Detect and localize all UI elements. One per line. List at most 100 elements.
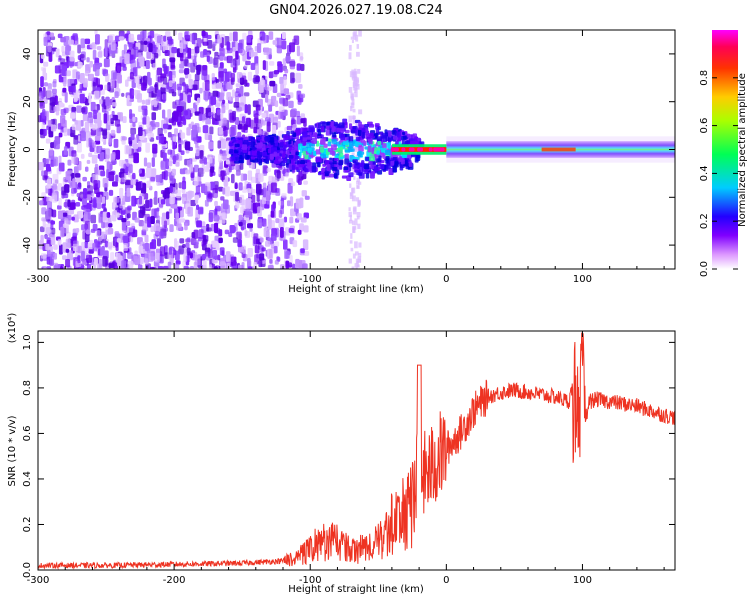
heatmap-noise-cell xyxy=(43,61,49,67)
heatmap-noise-cell xyxy=(243,92,250,97)
heatmap-noise-cell xyxy=(211,72,215,81)
heatmap-noise-cell xyxy=(241,262,245,269)
heatmap-noise-cell xyxy=(212,90,219,97)
heatmap-noise-cell xyxy=(118,171,125,178)
heatmap-noise-cell xyxy=(350,96,354,100)
heatmap-signal-cell xyxy=(257,152,263,157)
heatmap-noise-cell xyxy=(146,167,153,179)
heatmap-noise-cell xyxy=(85,166,89,172)
heatmap-signal-cell xyxy=(264,136,271,141)
heatmap-noise-cell xyxy=(182,243,186,249)
heatmap-noise-cell xyxy=(40,253,47,259)
heatmap-noise-cell xyxy=(208,157,213,164)
heatmap-noise-cell xyxy=(127,95,131,101)
heatmap-noise-cell xyxy=(67,250,73,261)
heatmap-noise-cell xyxy=(55,104,60,116)
heatmap-noise-cell xyxy=(230,256,237,266)
heatmap-noise-cell xyxy=(94,163,99,175)
heatmap-signal-cell xyxy=(387,137,392,143)
heatmap-noise-cell xyxy=(102,69,109,77)
heatmap-noise-cell xyxy=(221,266,225,269)
heatmap-noise-cell xyxy=(157,266,164,269)
heatmap-noise-cell xyxy=(354,91,358,98)
heatmap-noise-cell xyxy=(214,200,218,207)
heatmap-signal-cell xyxy=(273,160,280,165)
heatmap-noise-cell xyxy=(183,265,189,269)
heatmap-noise-cell xyxy=(214,184,218,194)
heatmap-noise-cell xyxy=(111,211,117,222)
heatmap-noise-cell xyxy=(355,34,359,42)
heatmap-signal-cell xyxy=(348,172,354,178)
heatmap-noise-cell xyxy=(235,191,239,202)
heatmap-signal-cell xyxy=(344,129,350,134)
heatmap-noise-cell xyxy=(76,71,80,80)
heatmap-noise-cell xyxy=(123,235,129,244)
heatmap-signal-cell xyxy=(239,154,243,160)
heatmap-signal-cell xyxy=(355,136,361,141)
heatmap-noise-cell xyxy=(50,234,56,246)
heatmap-noise-cell xyxy=(115,62,122,72)
heatmap-noise-cell xyxy=(62,87,67,93)
heatmap-signal-cell xyxy=(379,163,385,170)
heatmap-noise-cell xyxy=(186,237,191,242)
heatmap-noise-cell xyxy=(133,46,139,58)
heatmap-noise-cell xyxy=(157,127,163,136)
heatmap-noise-cell xyxy=(150,225,154,233)
heatmap-signal-cell xyxy=(228,142,234,147)
heatmap-signal-cell xyxy=(317,171,322,176)
colorbar-label: Normalized spectral amplitude xyxy=(737,73,748,227)
heatmap-noise-cell xyxy=(209,264,213,269)
heatmap-noise-cell xyxy=(113,138,119,148)
heatmap-noise-cell xyxy=(185,169,190,175)
heatmap-noise-cell xyxy=(223,126,228,137)
heatmap-noise-cell xyxy=(157,102,162,110)
heatmap-signal-cell xyxy=(363,163,370,170)
heatmap-noise-cell xyxy=(276,170,281,179)
heatmap-noise-cell xyxy=(163,35,167,42)
heatmap-noise-cell xyxy=(130,133,135,141)
heatmap-noise-cell xyxy=(159,254,164,264)
heatmap-peak-dot xyxy=(428,147,433,152)
heatmap-noise-cell xyxy=(179,238,185,244)
heatmap-noise-cell xyxy=(137,52,142,58)
heatmap-y-tick-label: 0 xyxy=(22,146,33,152)
heatmap-noise-cell xyxy=(139,56,145,67)
heatmap-noise-cell xyxy=(262,187,267,198)
heatmap-noise-cell xyxy=(176,105,183,113)
heatmap-signal-cell xyxy=(354,169,361,173)
heatmap-noise-cell xyxy=(227,268,231,269)
heatmap-noise-cell xyxy=(160,199,166,205)
heatmap-noise-cell xyxy=(192,137,199,142)
heatmap-signal-cell xyxy=(385,142,391,148)
heatmap-signal-cell xyxy=(361,128,366,134)
heatmap-signal-cell xyxy=(367,145,372,153)
heatmap-noise-cell xyxy=(355,121,358,127)
heatmap-noise-cell xyxy=(131,195,137,207)
heatmap-signal-cell xyxy=(283,134,288,141)
heatmap-noise-cell xyxy=(121,260,127,269)
heatmap-noise-cell xyxy=(70,202,76,210)
heatmap-noise-cell xyxy=(143,108,147,118)
heatmap-noise-cell xyxy=(291,263,296,268)
heatmap-noise-cell xyxy=(154,121,160,128)
heatmap-noise-cell xyxy=(110,252,115,261)
heatmap-signal-cell xyxy=(386,163,391,169)
heatmap-noise-cell xyxy=(134,75,139,84)
heatmap-noise-cell xyxy=(348,86,353,93)
heatmap-noise-cell xyxy=(358,109,363,115)
heatmap-noise-cell xyxy=(54,65,61,74)
heatmap-noise-cell xyxy=(162,265,169,269)
heatmap-signal-cell xyxy=(365,173,370,179)
heatmap-noise-cell xyxy=(83,188,88,199)
heatmap-noise-cell xyxy=(115,212,120,218)
heatmap-noise-cell xyxy=(276,256,280,262)
heatmap-noise-cell xyxy=(213,57,219,68)
heatmap-noise-cell xyxy=(353,170,357,175)
heatmap-signal-cell xyxy=(312,151,317,156)
heatmap-signal-cell xyxy=(396,131,401,138)
heatmap-noise-cell xyxy=(257,123,263,128)
heatmap-noise-cell xyxy=(261,112,267,118)
heatmap-noise-cell xyxy=(274,100,279,108)
heatmap-noise-cell xyxy=(114,196,120,203)
heatmap-noise-cell xyxy=(356,51,360,57)
